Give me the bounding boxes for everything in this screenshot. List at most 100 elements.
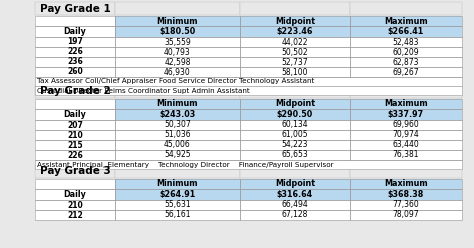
Text: 226: 226 — [67, 48, 83, 57]
Text: $368.38: $368.38 — [388, 190, 424, 199]
Bar — [115, 200, 240, 210]
Bar — [240, 37, 350, 47]
Text: Minimum: Minimum — [157, 99, 198, 109]
Text: Midpoint: Midpoint — [275, 17, 315, 26]
Text: 44,022: 44,022 — [282, 37, 308, 47]
Text: 207: 207 — [67, 121, 83, 129]
Bar — [350, 47, 462, 57]
Bar — [35, 210, 115, 220]
Bar — [240, 47, 350, 57]
Text: 66,494: 66,494 — [282, 200, 309, 210]
Bar — [115, 150, 240, 160]
Text: Daily: Daily — [64, 190, 86, 199]
Text: Daily: Daily — [64, 110, 86, 119]
Text: Minimum: Minimum — [157, 180, 198, 188]
Bar — [350, 165, 462, 178]
Bar — [115, 37, 240, 47]
Bar — [240, 16, 350, 26]
Text: 215: 215 — [67, 141, 83, 150]
Text: Tax Assessor Coll/Chief Appraiser Food Service Director Technology Assistant: Tax Assessor Coll/Chief Appraiser Food S… — [37, 79, 314, 85]
Text: 210: 210 — [67, 130, 83, 139]
Bar — [240, 67, 350, 77]
Bar — [240, 47, 350, 57]
Bar — [115, 130, 240, 140]
Bar — [115, 67, 240, 77]
Bar — [115, 99, 240, 109]
Bar — [350, 200, 462, 210]
Bar — [35, 99, 115, 109]
Bar — [350, 150, 462, 160]
Bar — [115, 67, 240, 77]
Bar — [115, 120, 240, 130]
Text: 236: 236 — [67, 58, 83, 66]
Text: 69,960: 69,960 — [392, 121, 419, 129]
Bar — [35, 26, 115, 37]
Bar — [35, 47, 115, 57]
Bar — [240, 120, 350, 130]
Bar — [35, 130, 115, 140]
Bar — [240, 210, 350, 220]
Bar — [115, 99, 240, 109]
Bar — [115, 189, 240, 200]
Text: 210: 210 — [67, 200, 83, 210]
Bar — [115, 47, 240, 57]
Bar — [240, 2, 350, 15]
Text: 52,483: 52,483 — [393, 37, 419, 47]
Text: Midpoint: Midpoint — [275, 99, 315, 109]
Bar — [350, 140, 462, 150]
Bar — [350, 47, 462, 57]
Bar — [115, 140, 240, 150]
Text: $266.41: $266.41 — [388, 27, 424, 36]
Bar — [35, 67, 115, 77]
Text: 260: 260 — [67, 67, 83, 76]
Text: Midpoint: Midpoint — [275, 180, 315, 188]
Bar — [240, 26, 350, 37]
Bar — [35, 150, 115, 160]
Bar — [240, 67, 350, 77]
Bar — [350, 189, 462, 200]
Text: 76,381: 76,381 — [393, 151, 419, 159]
Bar — [350, 150, 462, 160]
Bar — [240, 26, 350, 37]
Bar — [115, 47, 240, 57]
Text: $264.91: $264.91 — [159, 190, 196, 199]
Bar — [350, 85, 462, 98]
Bar — [115, 179, 240, 189]
Bar — [240, 130, 350, 140]
Text: Pay Grade 2: Pay Grade 2 — [40, 87, 111, 96]
Bar — [0, 85, 474, 98]
Bar — [35, 189, 115, 200]
Bar — [35, 120, 115, 130]
Bar — [35, 37, 115, 47]
Bar — [35, 200, 115, 210]
Bar — [240, 99, 350, 109]
Text: 50,502: 50,502 — [282, 48, 308, 57]
Text: 55,631: 55,631 — [164, 200, 191, 210]
Bar — [350, 109, 462, 120]
Bar — [240, 179, 350, 189]
Bar — [240, 57, 350, 67]
Bar — [35, 99, 115, 109]
Bar — [240, 16, 350, 26]
Bar — [240, 140, 350, 150]
Bar — [240, 37, 350, 47]
Bar — [240, 165, 350, 178]
Bar — [35, 109, 115, 120]
Bar — [350, 67, 462, 77]
Bar — [240, 200, 350, 210]
Text: 61,005: 61,005 — [282, 130, 308, 139]
Bar — [115, 165, 240, 178]
Bar — [115, 130, 240, 140]
Bar — [240, 179, 350, 189]
Bar — [35, 57, 115, 67]
Text: $223.46: $223.46 — [277, 27, 313, 36]
Bar — [350, 189, 462, 200]
Text: 62,873: 62,873 — [393, 58, 419, 66]
Bar — [35, 165, 115, 178]
Text: Pay Grade 1: Pay Grade 1 — [40, 3, 111, 13]
Bar — [115, 57, 240, 67]
Bar — [115, 26, 240, 37]
Bar — [35, 86, 462, 95]
Bar — [350, 200, 462, 210]
Bar — [35, 150, 115, 160]
